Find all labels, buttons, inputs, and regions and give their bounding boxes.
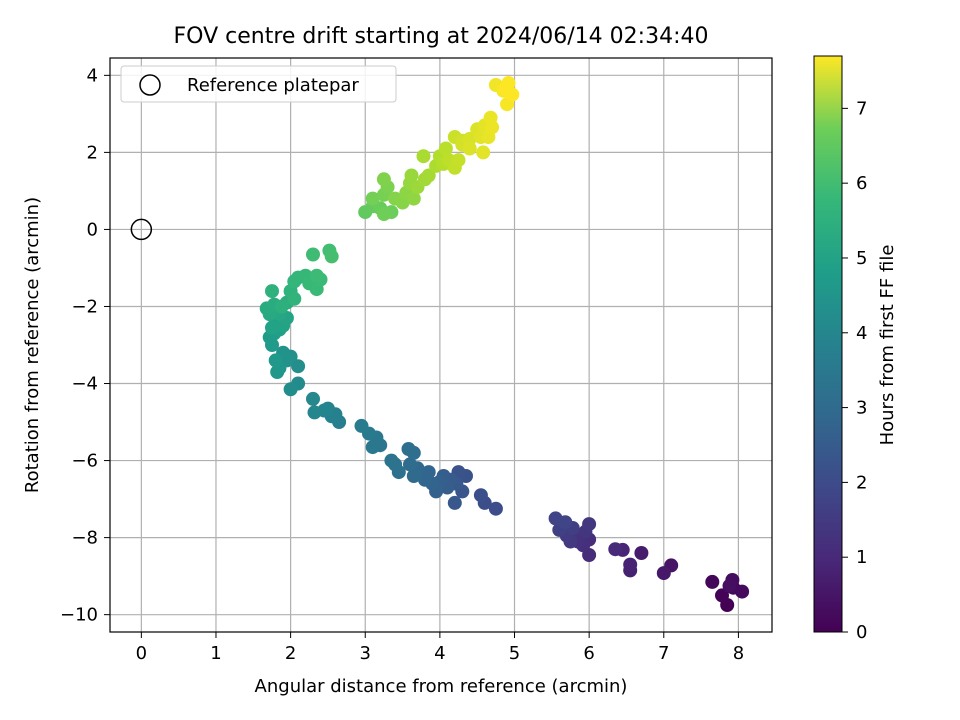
data-point (324, 249, 339, 264)
data-point (623, 557, 638, 572)
x-tick-label: 2 (285, 643, 296, 664)
x-tick-label: 0 (136, 643, 147, 664)
data-point (268, 353, 283, 368)
data-point (406, 191, 421, 206)
chart-title: FOV centre drift starting at 2024/06/14 … (174, 24, 709, 49)
data-point (451, 153, 466, 168)
colorbar-tick-label: 1 (856, 547, 867, 568)
colorbar-tick-label: 5 (856, 248, 867, 269)
y-axis-label: Rotation from reference (arcmin) (22, 197, 43, 493)
colorbar-tick-label: 6 (856, 173, 867, 194)
reference-platepar-marker (130, 218, 153, 241)
x-axis-label: Angular distance from reference (arcmin) (255, 676, 628, 697)
data-point (274, 299, 289, 314)
data-point (354, 418, 369, 433)
legend: Reference platepar (120, 65, 397, 103)
data-point (462, 131, 477, 146)
data-point (438, 141, 453, 156)
data-point (283, 382, 298, 397)
data-point (634, 546, 649, 560)
x-axis-ticks: 0 1 2 3 4 5 6 7 8 (136, 632, 744, 664)
x-tick-label: 4 (434, 643, 445, 664)
data-point (488, 501, 503, 516)
data-point (365, 440, 380, 455)
data-point (485, 120, 500, 135)
colorbar-tick-label: 0 (856, 622, 867, 643)
data-point (476, 145, 491, 160)
y-axis-ticks: −10 −8 −6 −4 −2 0 2 4 (60, 65, 110, 626)
data-point (462, 141, 477, 156)
data-point (705, 574, 720, 589)
data-point (291, 359, 306, 374)
data-point (418, 472, 432, 487)
data-point (265, 284, 279, 299)
data-points (259, 76, 750, 612)
legend-label: Reference platepar (187, 75, 359, 96)
y-tick-label: −10 (60, 605, 98, 626)
x-tick-label: 7 (658, 643, 669, 664)
colorbar-label: Hours from first FF file (877, 245, 898, 446)
x-tick-label: 1 (210, 643, 221, 664)
data-point (376, 207, 391, 221)
data-point (722, 578, 737, 593)
data-point (265, 320, 279, 335)
data-point (735, 584, 750, 599)
data-point (421, 168, 436, 183)
y-tick-label: −2 (71, 296, 98, 317)
x-tick-label: 8 (733, 643, 744, 664)
data-point (384, 453, 399, 468)
data-point (376, 172, 391, 187)
data-point (287, 291, 302, 306)
data-point (447, 495, 462, 510)
data-point (403, 457, 417, 472)
colorbar-tick-label: 2 (856, 472, 867, 493)
data-point (309, 268, 324, 283)
data-point (656, 566, 671, 581)
data-point (608, 542, 623, 557)
y-tick-label: −4 (71, 374, 98, 395)
data-point (473, 488, 488, 503)
y-tick-label: −6 (71, 451, 98, 472)
data-point (306, 247, 320, 262)
legend-box (120, 65, 397, 103)
data-point (404, 168, 419, 183)
data-point (582, 517, 597, 532)
data-point (416, 149, 431, 164)
legend-marker (139, 74, 161, 96)
y-tick-label: 4 (87, 65, 98, 86)
data-point (365, 191, 380, 206)
data-point (270, 365, 285, 379)
x-tick-label: 3 (360, 643, 371, 664)
x-tick-label: 5 (509, 643, 520, 664)
y-tick-label: −8 (71, 528, 98, 549)
x-tick-label: 6 (583, 643, 594, 664)
data-point (306, 391, 320, 406)
data-point (715, 588, 729, 603)
data-point (307, 405, 322, 420)
colorbar-tick-label: 4 (856, 323, 867, 344)
colorbar-tick-label: 7 (856, 98, 867, 119)
colorbar-tick-label: 3 (856, 398, 867, 419)
plot-frame (109, 57, 773, 633)
data-point (406, 469, 421, 483)
y-tick-label: 2 (87, 142, 98, 163)
data-point (498, 81, 513, 96)
colorbar-ticks: 0 1 2 3 4 5 6 7 (842, 98, 867, 643)
grid (110, 58, 772, 632)
data-point (558, 515, 573, 530)
data-point (401, 442, 416, 456)
colorbar (813, 55, 843, 633)
y-tick-label: 0 (87, 219, 98, 240)
